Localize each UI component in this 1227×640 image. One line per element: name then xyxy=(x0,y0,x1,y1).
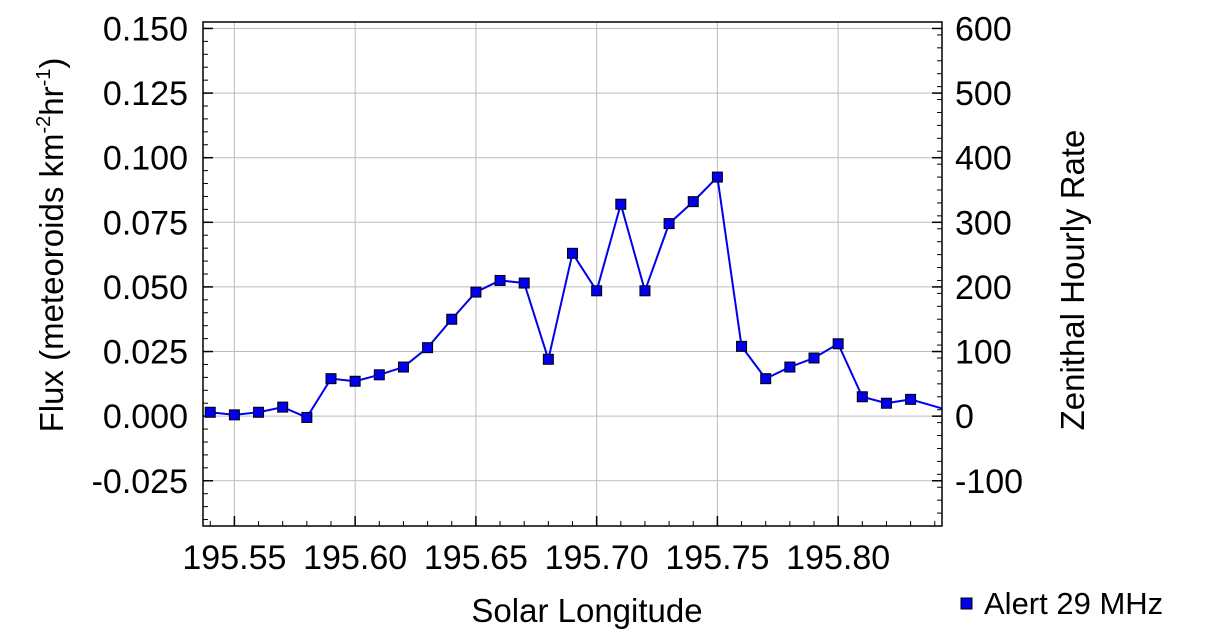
data-point xyxy=(808,352,820,364)
data-point xyxy=(615,198,627,210)
y-tick-label: 0.100 xyxy=(103,140,188,178)
x-axis-tick-labels: 195.55 195.60 195.65 195.70 195.75 195.80 xyxy=(182,539,890,577)
y2-axis-title: Zenithal Hourly Rate xyxy=(1054,130,1091,431)
data-point xyxy=(228,409,240,421)
data-point xyxy=(542,353,554,365)
data-point xyxy=(591,285,603,297)
x-tick-label: 195.70 xyxy=(545,539,649,577)
data-point xyxy=(204,406,216,418)
grid-lines xyxy=(203,22,942,526)
data-point xyxy=(470,286,482,298)
y-tick-label: 0.125 xyxy=(103,75,188,113)
data-point xyxy=(494,274,506,286)
y-axis-title-exponent-1: -2 xyxy=(33,116,55,134)
data-point xyxy=(446,313,458,325)
legend: Alert 29 MHz xyxy=(960,586,1163,621)
data-point xyxy=(277,401,289,413)
y2-tick-label: 200 xyxy=(955,269,1012,307)
y2-tick-label: 300 xyxy=(955,204,1012,242)
data-point xyxy=(567,247,578,259)
legend-marker-square xyxy=(960,597,973,610)
data-point xyxy=(373,369,385,381)
data-point xyxy=(663,218,675,230)
y-axis-title-prefix: Flux (meteoroids km xyxy=(33,134,70,433)
x-tick-label: 195.60 xyxy=(303,539,407,577)
data-point xyxy=(518,277,530,289)
y-tick-label: 0.025 xyxy=(103,334,188,372)
y2-tick-label: 400 xyxy=(955,140,1012,178)
data-point xyxy=(711,171,723,183)
y-tick-label: 0.075 xyxy=(103,204,188,242)
data-point xyxy=(301,411,313,423)
x-tick-label: 195.75 xyxy=(665,539,769,577)
y-axis-title: Flux (meteoroids km-2hr-1) xyxy=(33,58,70,433)
x-tick-label: 195.65 xyxy=(424,539,528,577)
y2-tick-label: 0 xyxy=(955,398,974,436)
y-axis-title-suffix: ) xyxy=(33,58,70,69)
data-point xyxy=(880,397,892,409)
y-tick-label: 0.050 xyxy=(103,269,188,307)
x-tick-label: 195.80 xyxy=(786,539,890,577)
y2-axis-tick-labels: -100 0 100 200 300 400 500 600 xyxy=(955,10,1023,500)
data-point xyxy=(832,338,844,350)
y-tick-label: -0.025 xyxy=(92,463,188,501)
data-point xyxy=(760,373,772,385)
data-point xyxy=(736,340,748,352)
y-axis-title-middle: hr xyxy=(33,86,70,115)
data-point xyxy=(253,406,265,418)
legend-label: Alert 29 MHz xyxy=(984,586,1163,621)
data-point xyxy=(905,393,917,405)
data-point xyxy=(687,196,699,208)
plot-area xyxy=(202,21,943,527)
y-axis-tick-labels: -0.025 0.000 0.025 0.050 0.075 0.100 0.125 0.15… xyxy=(92,10,188,500)
y-tick-label: 0.150 xyxy=(103,10,188,48)
y-tick-label: 0.000 xyxy=(103,398,188,436)
data-point xyxy=(784,361,796,373)
series-alert-29mhz xyxy=(204,171,943,423)
data-point xyxy=(349,375,361,387)
series-line xyxy=(210,174,943,419)
data-point xyxy=(856,391,868,403)
y2-tick-label: -100 xyxy=(955,463,1023,501)
y-axis-title-exponent-2: -1 xyxy=(33,69,55,87)
x-tick-label: 195.55 xyxy=(182,539,286,577)
axis-ticks xyxy=(203,21,942,526)
y2-tick-label: 600 xyxy=(955,10,1012,48)
data-point xyxy=(397,361,409,373)
y2-tick-label: 100 xyxy=(955,334,1012,372)
data-point xyxy=(422,342,434,354)
x-axis-title: Solar Longitude xyxy=(471,592,702,629)
y2-tick-label: 500 xyxy=(955,75,1012,113)
data-point xyxy=(639,285,651,297)
data-point xyxy=(325,373,337,385)
